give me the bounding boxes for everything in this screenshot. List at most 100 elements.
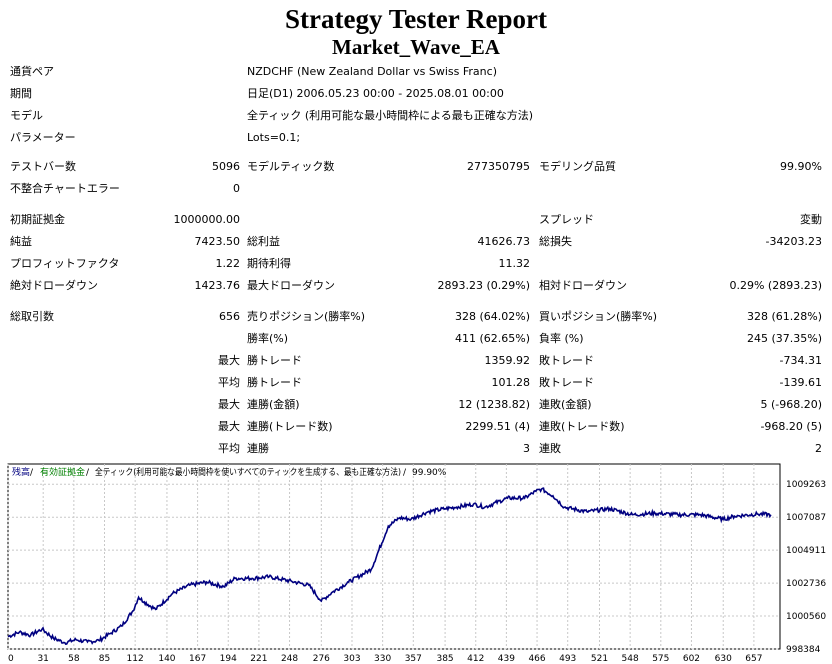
x-tick-label: 630 <box>715 654 732 664</box>
avg-win-label: 勝トレード <box>247 376 302 389</box>
expected-payoff-label: 期待利得 <box>247 257 291 270</box>
loss-rate-label: 負率 (%) <box>539 332 584 345</box>
largest-win-value: 1359.92 <box>484 354 531 367</box>
x-tick-label: 357 <box>405 654 422 664</box>
initial-deposit-value: 1000000.00 <box>173 213 240 226</box>
x-tick-label: 112 <box>127 654 144 664</box>
loss-rate-value: 245 (37.35%) <box>746 332 822 345</box>
model-ticks-label: モデルティック数 <box>247 160 335 173</box>
legend-separator: / <box>403 468 407 478</box>
net-profit-value: 7423.50 <box>194 235 241 248</box>
abs-drawdown-label: 絶対ドローダウン <box>10 279 98 292</box>
total-trades-value: 656 <box>219 310 240 323</box>
balance-line <box>7 487 772 645</box>
x-tick-label: 194 <box>220 654 237 664</box>
x-tick-label: 276 <box>313 654 330 664</box>
x-tick-label: 248 <box>281 654 298 664</box>
period-value: 日足(D1) 2006.05.23 00:00 - 2025.08.01 00:… <box>247 87 504 100</box>
largest-win-label: 勝トレード <box>247 354 302 367</box>
x-tick-label: 167 <box>189 654 206 664</box>
model-value: 全ティック (利用可能な最小時間枠による最も正確な方法) <box>247 109 534 122</box>
consec-losses-count-value: -968.20 (5) <box>760 420 822 433</box>
rel-drawdown-value: 0.29% (2893.23) <box>729 279 822 292</box>
x-tick-label: 521 <box>591 654 608 664</box>
avg-qualifier: 平均 <box>218 376 240 389</box>
y-tick-label: 1007087 <box>786 513 826 523</box>
consec-wins-money-value: 12 (1238.82) <box>458 398 530 411</box>
y-tick-label: 1004911 <box>786 546 826 556</box>
win-rate-value: 411 (62.65%) <box>454 332 530 345</box>
max-qualifier: 最大 <box>218 354 240 367</box>
expected-payoff-value: 11.32 <box>498 257 531 270</box>
y-tick-label: 998384 <box>786 645 821 655</box>
x-tick-label: 548 <box>622 654 639 664</box>
x-tick-label: 303 <box>343 654 360 664</box>
x-tick-label: 412 <box>467 654 484 664</box>
y-tick-label: 1000560 <box>786 612 826 622</box>
consec-wins-money-label: 連勝(金額) <box>247 398 300 411</box>
consec-losses-count-label: 連敗(トレード数) <box>539 420 625 433</box>
x-tick-label: 466 <box>528 654 545 664</box>
x-tick-label: 602 <box>683 654 700 664</box>
x-tick-label: 221 <box>250 654 267 664</box>
report-title: Strategy Tester Report <box>285 4 547 34</box>
consec-wins-count-value: 2299.51 (4) <box>465 420 530 433</box>
legend-balance: 残高 <box>12 466 30 478</box>
chart-grid <box>7 464 780 650</box>
max-qualifier: 最大 <box>218 398 240 411</box>
avg-loss-label: 敗トレード <box>539 376 594 389</box>
consec-wins-count-label: 連勝(トレード数) <box>247 420 333 433</box>
legend-quality: 99.90% <box>412 468 447 478</box>
mismatch-value: 0 <box>233 182 240 195</box>
spread-value: 変動 <box>800 213 822 226</box>
long-positions-value: 328 (61.28%) <box>746 310 822 323</box>
x-tick-label: 385 <box>436 654 453 664</box>
avg-win-value: 101.28 <box>491 376 531 389</box>
period-label: 期間 <box>10 87 32 100</box>
consec-losses-money-value: 5 (-968.20) <box>760 398 822 411</box>
largest-loss-value: -734.31 <box>779 354 822 367</box>
modeling-quality-value: 99.90% <box>780 160 822 173</box>
modeling-quality-label: モデリング品質 <box>539 160 616 173</box>
mismatch-label: 不整合チャートエラー <box>10 182 120 195</box>
x-tick-label: 58 <box>68 654 80 664</box>
legend-separator: / <box>86 468 90 478</box>
max-drawdown-value: 2893.23 (0.29%) <box>437 279 530 292</box>
y-axis-labels: 1009263 1007087 1004911 1002736 1000560 99838… <box>786 480 826 655</box>
x-tick-label: 330 <box>374 654 391 664</box>
spread-label: スプレッド <box>539 213 594 226</box>
short-positions-label: 売りポジション(勝率%) <box>247 310 366 323</box>
test-bars-value: 5096 <box>212 160 240 173</box>
x-tick-label: 657 <box>745 654 762 664</box>
avg-consec-losses-label: 連敗 <box>539 442 561 455</box>
balance-chart: 残高 / 有効証拠金 / 全ティック(利用可能な最小時間枠を使いすべてのティック… <box>7 463 826 664</box>
x-tick-label: 575 <box>652 654 669 664</box>
params-label: パラメーター <box>10 131 76 144</box>
params-value: Lots=0.1; <box>247 131 301 144</box>
legend-model: 全ティック(利用可能な最小時間枠を使いすべてのティックを生成する、最も正確な方法… <box>95 466 401 478</box>
x-tick-label: 439 <box>498 654 515 664</box>
gross-loss-label: 総損失 <box>539 235 572 248</box>
rel-drawdown-label: 相対ドローダウン <box>539 279 627 292</box>
short-positions-value: 328 (64.02%) <box>454 310 530 323</box>
y-tick-label: 1002736 <box>786 579 826 589</box>
legend-separator: / <box>30 468 34 478</box>
avg-consec-wins-label: 連勝 <box>247 442 269 455</box>
gross-profit-value: 41626.73 <box>477 235 531 248</box>
x-tick-label: 85 <box>99 654 110 664</box>
net-profit-label: 純益 <box>10 235 32 248</box>
win-rate-label: 勝率(%) <box>247 332 289 345</box>
avg-loss-value: -139.61 <box>779 376 822 389</box>
profit-factor-label: プロフィットファクタ <box>10 257 120 270</box>
pair-label: 通貨ペア <box>10 65 54 78</box>
largest-loss-label: 敗トレード <box>539 354 594 367</box>
model-label: モデル <box>10 109 43 122</box>
ea-name: Market_Wave_EA <box>332 35 500 59</box>
x-axis-labels: 0 31 58 85 112 140 167 194 221 248 276 303 330 357 385… <box>8 654 762 664</box>
x-tick-label: 493 <box>559 654 576 664</box>
test-bars-label: テストバー数 <box>10 160 76 173</box>
legend-equity: 有効証拠金 <box>40 466 85 478</box>
x-tick-label: 31 <box>37 654 48 664</box>
profit-factor-value: 1.22 <box>215 257 241 270</box>
max-drawdown-label: 最大ドローダウン <box>247 279 335 292</box>
